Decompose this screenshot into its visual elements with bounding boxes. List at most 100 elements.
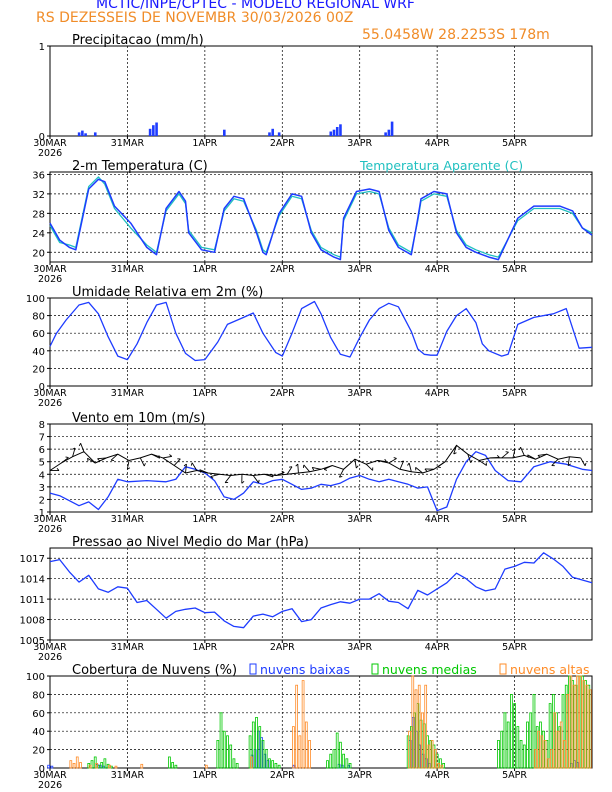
y-tick-label: 32	[32, 190, 45, 201]
cloud-bar	[308, 740, 311, 769]
wind-barb	[252, 475, 259, 484]
cloud-bar	[229, 744, 233, 769]
humidity-line	[49, 300, 593, 362]
wind-barb	[520, 447, 525, 456]
y-tick-label: 20	[32, 746, 45, 757]
wind-barb	[151, 453, 160, 459]
wind-barb-head	[258, 479, 260, 483]
cloud-bar	[277, 764, 281, 769]
panel-frame	[49, 423, 593, 513]
precip-bar	[277, 132, 281, 136]
cloud-bar	[219, 712, 223, 769]
y-tick-label: 100	[26, 672, 45, 683]
cloud-bar	[434, 749, 437, 769]
cloud-bar	[348, 763, 352, 769]
wind-barb-head	[78, 443, 82, 447]
wind-barb-head	[143, 463, 146, 467]
cloud-bar	[516, 726, 520, 769]
x-tick-label: 5APR	[502, 770, 527, 781]
wind-barb-head	[72, 447, 76, 450]
y-tick-label: 8	[39, 420, 45, 431]
wind-barb	[162, 455, 172, 459]
wind-barb-head	[56, 467, 60, 471]
cloud-bar	[537, 730, 540, 769]
cloud-bar	[588, 689, 592, 769]
cloud-bar	[569, 675, 573, 769]
wind-barb	[527, 454, 536, 460]
cloud-bar	[232, 758, 236, 769]
y-tick-label: 80	[32, 690, 45, 701]
cloud-bar	[216, 740, 220, 769]
precip-bar	[84, 133, 87, 136]
cloud-bar	[292, 726, 295, 769]
cloud-bar	[500, 730, 504, 769]
y-tick-label: 60	[32, 329, 45, 340]
wind-barb-head	[87, 458, 89, 462]
cloud-bar	[258, 726, 262, 769]
wind-barb-head	[384, 458, 387, 462]
x-year-label: 2026	[38, 652, 62, 663]
cloud-bar	[535, 726, 539, 769]
cloud-bar	[519, 740, 523, 769]
wind-barb-head	[400, 460, 404, 463]
wind-barbs	[49, 443, 587, 484]
cloud-series-nuvens-altas	[69, 675, 592, 769]
panel-pres: 1005 1008 1011 1014 1017 30MAR 31MAR 1APR 2APR 3A…	[20, 535, 593, 663]
wind-barb-head	[393, 457, 397, 459]
wind-barb-head	[339, 476, 343, 478]
wind-barb-head	[355, 465, 359, 469]
panel-frame	[49, 675, 593, 769]
cloud-bar	[95, 763, 98, 769]
x-tick-label: 31MAR	[111, 642, 145, 653]
wind-barb-head	[527, 454, 529, 458]
precip-bar	[332, 129, 336, 136]
cloud-bar	[506, 721, 510, 769]
panel-cloud: 0 20 40 60 80 100 30MAR 31MAR 1APR 2APR 3APR 4APR 5A…	[26, 663, 593, 791]
y-tick-label: 3	[39, 483, 45, 494]
cloud-bar	[529, 712, 533, 769]
x-tick-label: 30MAR	[33, 770, 67, 781]
wind-barb-head	[437, 466, 441, 469]
cloud-bar	[553, 712, 557, 769]
precip-bar	[148, 128, 152, 136]
x-tick-label: 4APR	[425, 388, 450, 399]
pressure-line	[49, 552, 593, 629]
panel-title: 2-m Temperatura (C)	[72, 159, 208, 174]
cloud-bar	[408, 730, 411, 769]
x-tick-label: 3APR	[347, 264, 372, 275]
panel-precip: 0 1 30MAR 31MAR 1APR 2APR 3APR 4APR 5APR 2026 Prec…	[33, 33, 593, 159]
location-run-label: RS DEZESSEIS DE NOVEMBR 30/03/2026 00Z	[36, 10, 354, 26]
coordinates-label: 55.0458W 28.2253S 178m	[362, 27, 550, 43]
x-tick-label: 1APR	[192, 642, 217, 653]
wind-barb	[537, 453, 547, 456]
wind-barb-head	[470, 459, 473, 463]
wind-barb-head	[281, 470, 285, 473]
panel-temp: 20 24 28 32 36 30MAR 31MAR 1APR 2APR 3APR 4APR 5APR…	[32, 159, 593, 285]
wind-barb-head	[210, 476, 214, 479]
wind-barb-head	[496, 455, 500, 458]
cloud-bar	[342, 753, 345, 769]
cloud-bar	[250, 756, 253, 769]
cloud-bar	[326, 760, 329, 769]
x-tick-label: 5APR	[502, 514, 527, 525]
apparent-temperature-line	[49, 176, 593, 258]
x-year-label: 2026	[38, 780, 62, 791]
wind-barb-head	[584, 462, 587, 466]
x-tick-label: 30MAR	[33, 514, 67, 525]
precip-bar	[155, 122, 158, 136]
cloud-bar	[406, 735, 410, 769]
cloud-bar	[579, 675, 582, 769]
y-tick-label: 40	[32, 727, 45, 738]
cloud-bar	[546, 758, 550, 769]
x-tick-label: 5APR	[502, 388, 527, 399]
x-tick-label: 4APR	[425, 642, 450, 653]
wind-barb	[399, 460, 404, 470]
panel-frame	[49, 45, 593, 137]
x-tick-label: 5APR	[502, 642, 527, 653]
wind-barb	[415, 467, 423, 474]
y-tick-label: 1	[39, 42, 45, 53]
cloud-bar	[427, 744, 431, 769]
panel-title: Cobertura de Nuvens (%)	[72, 663, 237, 678]
x-year-label: 2026	[38, 148, 62, 159]
cloud-bar	[264, 749, 268, 769]
